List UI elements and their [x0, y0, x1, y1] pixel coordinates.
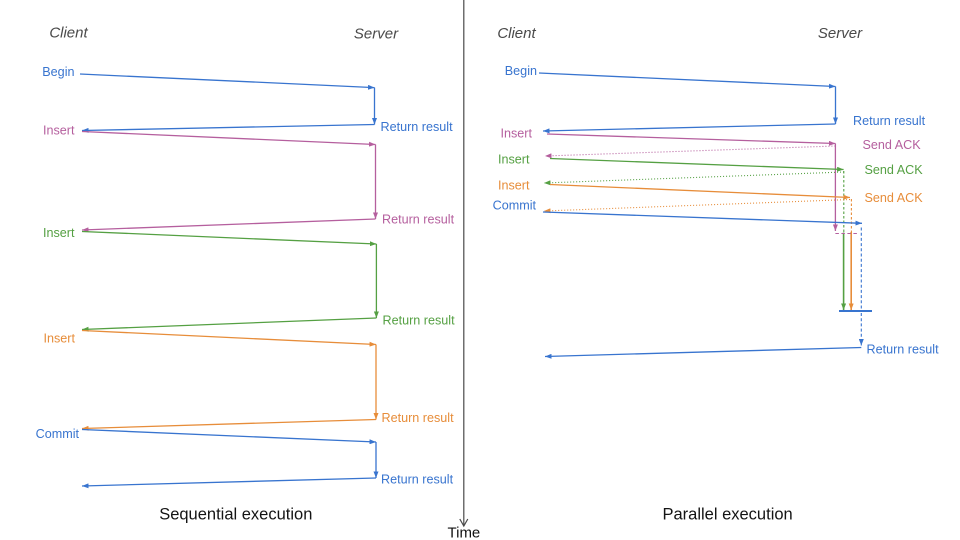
svg-text:Send ACK: Send ACK	[863, 138, 922, 152]
svg-text:Insert: Insert	[43, 124, 75, 138]
svg-text:Server: Server	[818, 25, 863, 42]
svg-text:Return result: Return result	[381, 120, 454, 134]
svg-text:Return result: Return result	[867, 343, 940, 357]
svg-text:Client: Client	[497, 25, 536, 42]
svg-text:Parallel execution: Parallel execution	[662, 506, 792, 524]
svg-text:Send ACK: Send ACK	[865, 191, 924, 205]
svg-text:Insert: Insert	[501, 127, 533, 141]
svg-text:Client: Client	[49, 25, 88, 42]
svg-text:Return result: Return result	[382, 411, 455, 425]
svg-text:Sequential execution: Sequential execution	[159, 506, 312, 524]
svg-text:Time: Time	[448, 524, 481, 540]
svg-text:Begin: Begin	[505, 64, 537, 78]
svg-text:Insert: Insert	[498, 153, 530, 167]
svg-text:Commit: Commit	[36, 427, 80, 441]
svg-text:Return result: Return result	[383, 314, 456, 328]
svg-text:Server: Server	[354, 26, 399, 43]
svg-text:Insert: Insert	[498, 179, 530, 193]
svg-text:Insert: Insert	[44, 332, 76, 346]
svg-text:Begin: Begin	[42, 65, 74, 79]
svg-text:Insert: Insert	[43, 226, 75, 240]
svg-text:Return result: Return result	[382, 213, 455, 227]
svg-text:Commit: Commit	[493, 199, 537, 213]
svg-text:Return result: Return result	[381, 473, 454, 487]
svg-text:Send ACK: Send ACK	[865, 163, 924, 177]
svg-text:Return result: Return result	[853, 114, 926, 128]
